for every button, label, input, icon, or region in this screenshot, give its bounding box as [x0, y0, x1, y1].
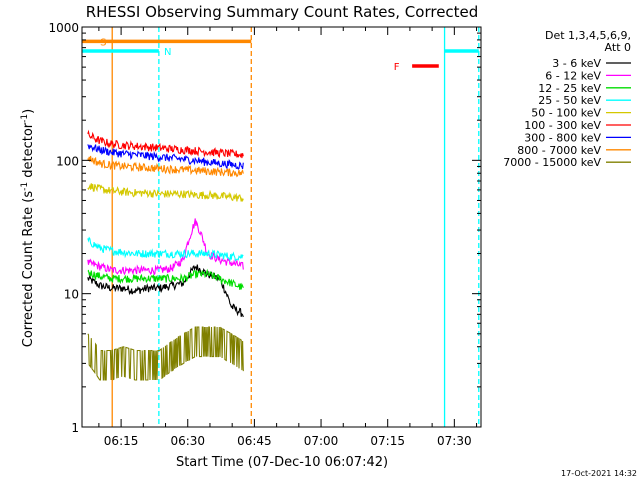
x-tick-label-2: 06:30	[170, 434, 205, 448]
y-tick-label-2: 10	[64, 288, 79, 302]
state-bar-label-n: N	[164, 47, 171, 58]
y-tick-label-3: 100	[56, 154, 79, 168]
x-tick-label-6: 07:30	[437, 434, 472, 448]
y-axis-label-main: Corrected Count Rate (s	[21, 191, 36, 348]
legend-label-3: 12 - 25 keV	[538, 82, 601, 95]
legend-label-4: 25 - 50 keV	[538, 94, 601, 107]
chart-title: RHESSI Observing Summary Count Rates, Co…	[86, 3, 479, 21]
series-line-3	[87, 268, 244, 290]
y-axis-label-sup2: -1	[20, 114, 30, 123]
legend-label-5: 50 - 100 keV	[531, 107, 601, 120]
series-line-8	[87, 155, 244, 178]
footer-timestamp: 17-Oct-2021 14:32	[561, 469, 637, 478]
y-tick-label-4: 1000	[48, 21, 79, 35]
series-line-6	[87, 129, 244, 159]
x-tick-label-3: 06:45	[237, 434, 272, 448]
series-line-9	[87, 326, 244, 381]
legend-label-1: 3 - 6 keV	[552, 57, 601, 70]
x-tick-label-5: 07:15	[370, 434, 405, 448]
y-axis-label-end: )	[21, 109, 36, 114]
legend-label-8: 800 - 7000 keV	[517, 144, 601, 157]
legend-label-6: 100 - 300 keV	[524, 119, 601, 132]
x-tick-label-1: 06:15	[104, 434, 139, 448]
series-line-7	[87, 144, 244, 170]
series-line-1	[87, 264, 244, 318]
state-bar-label-s: S	[100, 37, 106, 48]
legend-title-line-1: Det 1,3,4,5,6,9,	[545, 29, 631, 42]
series-line-2	[87, 218, 244, 276]
x-tick-label-4: 07:00	[304, 434, 339, 448]
legend-title-line-2: Att 0	[605, 41, 631, 54]
state-bar-label-f: F	[394, 62, 400, 73]
y-axis-label: Corrected Count Rate (s-1 detector-1)	[20, 109, 36, 347]
legend-label-2: 6 - 12 keV	[545, 69, 601, 82]
plot-frame	[81, 26, 482, 428]
y-tick-label-1: 1	[71, 421, 79, 435]
series-line-4	[87, 236, 244, 262]
y-axis-label-mid: detector	[21, 122, 36, 182]
legend-label-9: 7000 - 15000 keV	[503, 156, 601, 169]
series-line-5	[87, 183, 244, 203]
axes: 06:15 06:30 06:45 07:00 07:15 07:30 1 10 100 1000	[48, 21, 481, 448]
x-axis-label: Start Time (07-Dec-10 06:07:42)	[176, 455, 388, 470]
plot-area: S N F	[82, 27, 480, 427]
y-axis-label-sup1: -1	[20, 182, 30, 191]
legend-label-7: 300 - 800 keV	[524, 131, 601, 144]
